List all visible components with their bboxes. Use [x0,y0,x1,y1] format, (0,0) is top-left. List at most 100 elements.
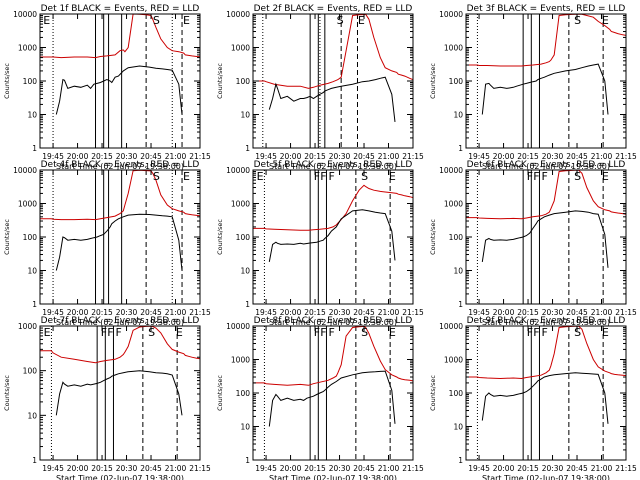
panel-title: Det 6f BLACK = Events, RED = LLD [467,160,626,170]
x-tick-label: 20:45 [566,152,588,161]
region-marker-label: F [101,326,107,339]
y-tick-label: 1 [245,144,250,153]
plot-frame [465,169,627,305]
region-marker-label: F [107,326,113,339]
y-tick-label: 100 [236,77,251,86]
panel-title: Det 2f BLACK = Events, RED = LLD [254,4,413,14]
lld-rate-line [466,14,626,67]
y-tick-label: 10000 [226,166,250,175]
x-tick-label: 21:00 [165,152,187,161]
x-tick-label: 21:15 [402,152,424,161]
x-tick-label: 19:45 [42,308,64,317]
y-tick-label: 100 [449,77,464,86]
detector-panel: S E 19:45 20:00 20:15 20:30 20:45 21:00 21:15 1 10… [429,4,637,171]
y-tick-label: 10 [240,111,250,120]
x-tick-label: 20:30 [329,152,351,161]
y-axis-label: Counts/sec [3,375,11,411]
y-tick-label: 1000 [444,44,463,53]
panel-title: Det 9f BLACK = Events, RED = LLD [467,316,626,326]
panel-title: Det 4f BLACK = Events, RED = LLD [41,160,200,170]
detector-panel: E S E 19:45 20:00 20:15 20:30 20:45 21:00 21:15 1 1… [3,4,211,171]
x-tick-label: 20:45 [140,308,162,317]
x-tick-label: 20:30 [116,464,138,473]
y-tick-label: 100 [236,233,251,242]
y-tick-label: 10 [453,111,463,120]
y-tick-label: 100 [23,77,38,86]
region-marker-label: F [541,326,547,339]
x-tick-label: 21:15 [189,308,211,317]
region-marker-label: S [574,14,581,27]
x-tick-label: 19:45 [255,464,277,473]
x-tick-label: 21:15 [615,464,637,473]
x-tick-label: 20:00 [280,152,302,161]
x-tick-label: 21:00 [165,308,187,317]
x-tick-label: 21:00 [591,308,613,317]
y-tick-label: 10 [240,267,250,276]
y-tick-label: 100 [236,389,251,398]
plot-frame [465,13,627,149]
x-tick-label: 20:45 [353,308,375,317]
y-tick-label: 1000 [18,44,37,53]
x-axis-label: Start Time (02-Jun-07 19:38:00) [269,162,397,171]
events-rate-line [268,209,396,262]
x-tick-label: 20:15 [517,308,539,317]
region-marker-label: S [361,170,368,183]
lld-rate-line [253,326,413,386]
region-marker-label: F [527,170,533,183]
y-tick-label: 100 [23,233,38,242]
events-rate-line [55,65,183,115]
x-tick-label: 20:30 [329,464,351,473]
x-tick-label: 20:00 [493,464,515,473]
region-marker-label: E [602,14,609,27]
y-tick-label: 1 [245,456,250,465]
x-tick-label: 21:15 [189,464,211,473]
x-tick-label: 21:15 [615,152,637,161]
x-tick-label: 20:00 [280,464,302,473]
lld-rate-line [466,326,626,380]
x-axis-label: Start Time (02-Jun-07 19:38:00) [482,318,610,327]
y-tick-label: 1 [245,300,250,309]
lld-rate-line [466,170,626,220]
y-tick-label: 10000 [439,322,463,331]
x-tick-label: 20:30 [542,308,564,317]
x-tick-label: 20:00 [67,152,89,161]
y-axis-label: Counts/sec [216,63,224,99]
x-axis-label: Start Time (02-Jun-07 19:38:00) [56,162,184,171]
region-marker-label: S [153,14,160,27]
lld-rate-line [40,326,200,364]
lld-rate-line [253,184,413,231]
panel-title: Det 7f BLACK = Events, RED = LLD [41,316,200,326]
y-axis-label: Counts/sec [216,219,224,255]
region-marker-label: F [527,326,533,339]
x-tick-label: 20:45 [566,308,588,317]
plot-frame [252,325,414,461]
panel-title: Det 5f BLACK = Events, RED = LLD [254,160,413,170]
x-tick-label: 19:45 [42,464,64,473]
region-marker-label: E [44,326,51,339]
region-marker-label: F [328,170,334,183]
y-tick-label: 100 [449,389,464,398]
x-tick-label: 20:00 [493,308,515,317]
x-tick-label: 20:15 [304,464,326,473]
y-tick-label: 10000 [13,166,37,175]
x-tick-label: 20:45 [140,464,162,473]
x-axis-label: Start Time (02-Jun-07 19:38:00) [56,474,184,480]
plot-frame [39,325,201,461]
region-marker-label: F [541,170,547,183]
y-axis-label: Counts/sec [3,63,11,99]
y-tick-label: 100 [449,233,464,242]
y-tick-label: 10 [240,423,250,432]
x-tick-label: 19:45 [468,464,490,473]
panel-title: Det 3f BLACK = Events, RED = LLD [467,4,626,14]
y-tick-label: 10000 [13,10,37,19]
region-marker-label: F [314,170,320,183]
x-tick-label: 20:45 [353,152,375,161]
x-tick-label: 19:45 [255,308,277,317]
x-tick-label: 20:30 [329,308,351,317]
y-tick-label: 100 [23,367,38,376]
x-tick-label: 21:00 [378,152,400,161]
x-axis-label: Start Time (02-Jun-07 19:38:00) [269,474,397,480]
x-tick-label: 20:30 [542,152,564,161]
x-tick-label: 19:45 [255,152,277,161]
detector-panel: F F F S E 19:45 20:00 20:15 20:30 20:45 21:00 21:15… [429,316,637,480]
